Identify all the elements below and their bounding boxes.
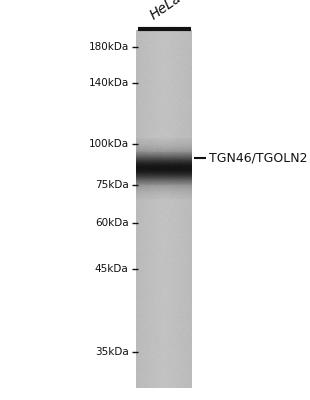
Text: TGN46/TGOLN2: TGN46/TGOLN2 [209, 152, 308, 164]
Text: 100kDa: 100kDa [89, 139, 129, 149]
Text: 35kDa: 35kDa [95, 347, 129, 357]
Text: 60kDa: 60kDa [95, 218, 129, 228]
Text: HeLa: HeLa [148, 0, 184, 22]
Text: 45kDa: 45kDa [95, 264, 129, 274]
Text: 140kDa: 140kDa [88, 78, 129, 88]
Text: 75kDa: 75kDa [95, 180, 129, 190]
Text: 180kDa: 180kDa [88, 42, 129, 52]
